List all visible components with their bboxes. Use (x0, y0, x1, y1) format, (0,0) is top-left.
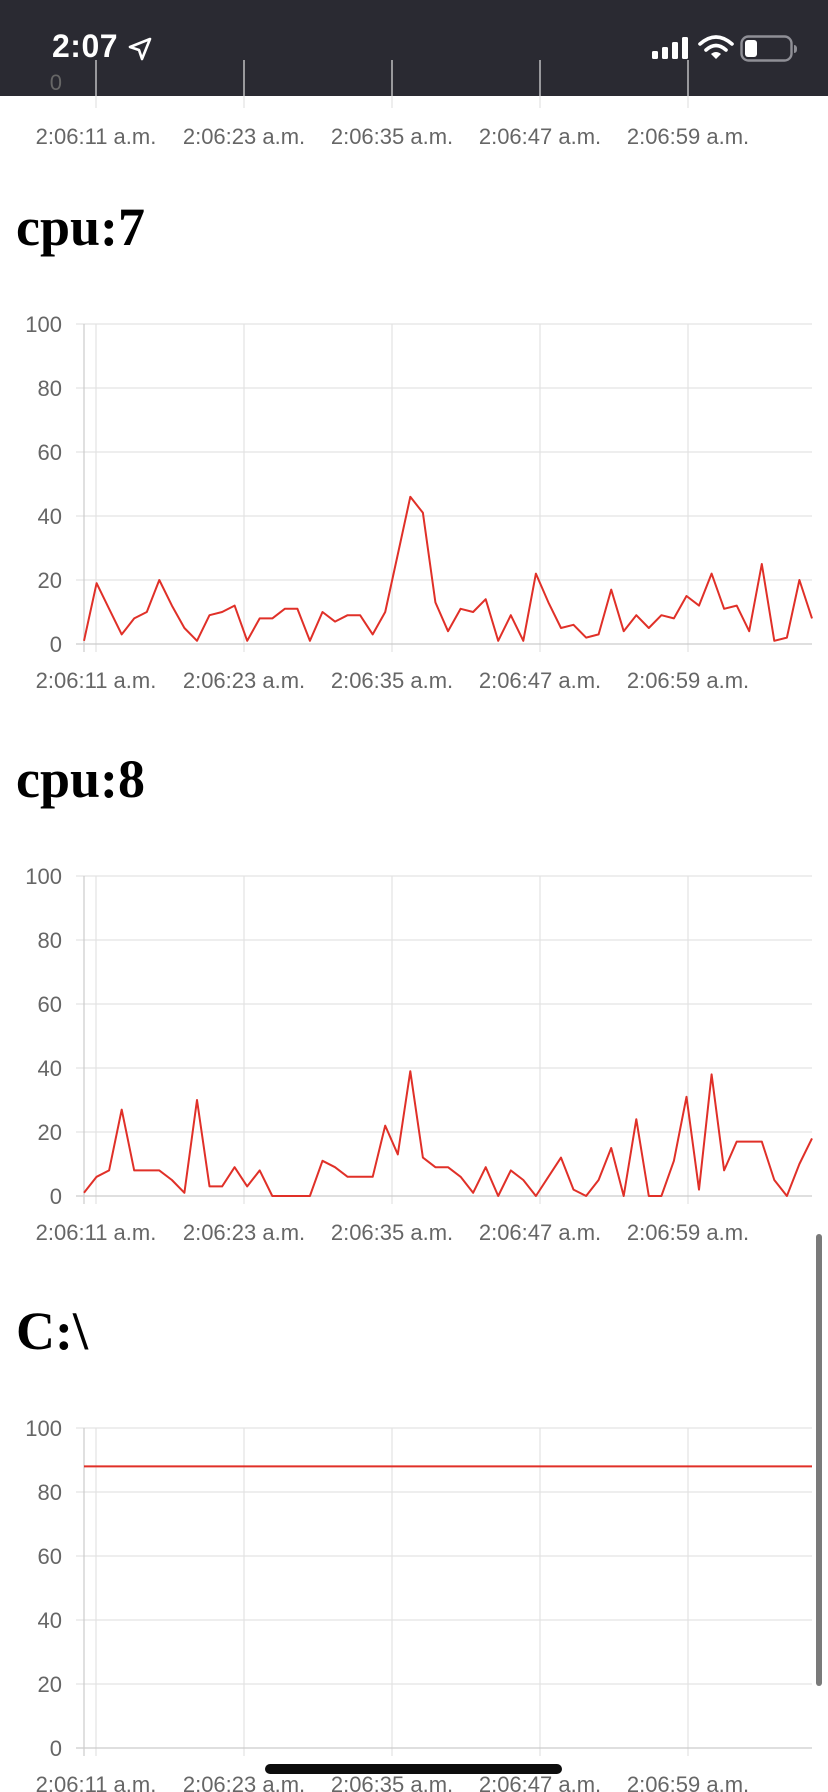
y-tick-label: 80 (38, 928, 62, 953)
y-tick-label: 60 (38, 440, 62, 465)
y-tick-label: 40 (38, 1056, 62, 1081)
cellular-signal-icon (652, 37, 688, 59)
x-tick-label: 2:06:59 a.m. (627, 124, 749, 149)
x-tick-label: 2:06:47 a.m. (479, 1772, 601, 1792)
y-tick-label: 100 (25, 1416, 62, 1441)
status-time: 2:07 (52, 28, 119, 64)
y-tick-label: 80 (38, 376, 62, 401)
home-indicator[interactable] (265, 1764, 562, 1774)
y-tick-label: 20 (38, 568, 62, 593)
x-tick-label: 2:06:35 a.m. (331, 1772, 453, 1792)
location-arrow-icon (128, 37, 152, 61)
chart-cpu7: 0 20 40 60 80 100 2:06:11 a.m. 2:06:23 a.m. 2:06… (25, 312, 813, 693)
chart-c-drive: 0 20 40 60 80 100 2:06:11 a.m. 2:06:23 a.m. 2:06… (25, 1416, 812, 1792)
scrollbar[interactable] (816, 1234, 822, 1686)
x-tick-label: 2:06:23 a.m. (183, 1220, 305, 1245)
wifi-icon (698, 35, 734, 59)
section-title-c-drive: C:\ (16, 1301, 88, 1361)
x-tick-label: 2:06:23 a.m. (183, 124, 305, 149)
x-tick-label: 2:06:35 a.m. (331, 124, 453, 149)
section-title-cpu7: cpu:7 (16, 197, 146, 257)
x-tick-label: 2:06:59 a.m. (627, 668, 749, 693)
chart-previous-xaxis: 0 2:06:11 a.m. 2:06:23 a.m. 2:06:35 a.m. 2:0… (36, 60, 749, 149)
x-tick-label: 2:06:47 a.m. (479, 124, 601, 149)
y-tick-label: 20 (38, 1120, 62, 1145)
x-tick-label: 2:06:59 a.m. (627, 1220, 749, 1245)
y-tick-label: 20 (38, 1672, 62, 1697)
x-tick-label: 2:06:59 a.m. (627, 1772, 749, 1792)
y-tick-label: 40 (38, 504, 62, 529)
x-tick-label: 2:06:11 a.m. (36, 124, 157, 149)
x-tick-label: 2:06:47 a.m. (479, 668, 601, 693)
x-tick-label: 2:06:11 a.m. (36, 1220, 157, 1245)
series-line (83, 495, 813, 642)
y-tick-label: 80 (38, 1480, 62, 1505)
x-tick-label: 2:06:23 a.m. (183, 1772, 305, 1792)
y-tick-label: 60 (38, 992, 62, 1017)
y-tick-label: 0 (50, 632, 62, 657)
y-tick-label: 100 (25, 864, 62, 889)
x-tick-label: 2:06:11 a.m. (36, 668, 157, 693)
y-tick-label: 0 (50, 70, 62, 95)
section-title-cpu8: cpu:8 (16, 749, 146, 809)
y-tick-label: 0 (50, 1184, 62, 1209)
x-tick-label: 2:06:23 a.m. (183, 668, 305, 693)
status-bar: 2:07 (0, 0, 828, 96)
battery-icon (740, 35, 797, 62)
y-tick-label: 0 (50, 1736, 62, 1761)
y-tick-label: 40 (38, 1608, 62, 1633)
y-tick-label: 60 (38, 1544, 62, 1569)
x-tick-label: 2:06:35 a.m. (331, 668, 453, 693)
y-tick-label: 100 (25, 312, 62, 337)
x-tick-label: 2:06:47 a.m. (479, 1220, 601, 1245)
chart-cpu8: 0 20 40 60 80 100 2:06:11 a.m. 2:06:23 a.m. 2:06… (25, 864, 813, 1245)
x-tick-label: 2:06:35 a.m. (331, 1220, 453, 1245)
x-tick-label: 2:06:11 a.m. (36, 1772, 157, 1792)
series-line (83, 1070, 813, 1197)
